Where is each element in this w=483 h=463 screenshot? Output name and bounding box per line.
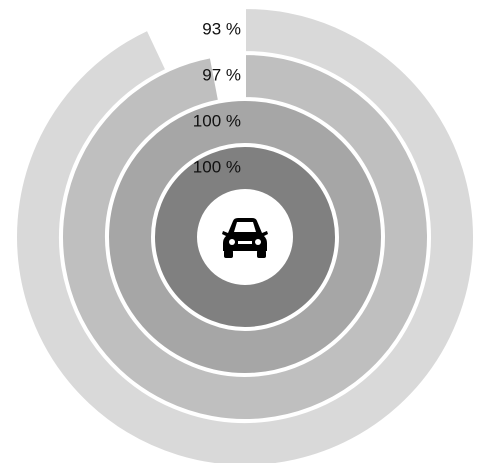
value-label: 93 % — [202, 19, 241, 38]
car-wheel — [257, 250, 266, 258]
value-label: 97 % — [202, 65, 241, 84]
car-light — [229, 239, 235, 245]
ring-bar — [15, 6, 475, 463]
car-icon — [222, 218, 268, 258]
car-wheel — [224, 250, 233, 258]
rings — [15, 6, 475, 463]
value-label: 100 % — [193, 157, 241, 176]
labels: 93 % 97 % 100 % 100 % — [193, 19, 241, 176]
car-grille — [238, 241, 252, 244]
ring-bar — [107, 98, 383, 376]
car-light — [255, 239, 261, 245]
car-window — [234, 222, 256, 232]
ring-bar — [153, 144, 337, 330]
ring-bar — [61, 52, 429, 421]
value-label: 100 % — [193, 111, 241, 130]
